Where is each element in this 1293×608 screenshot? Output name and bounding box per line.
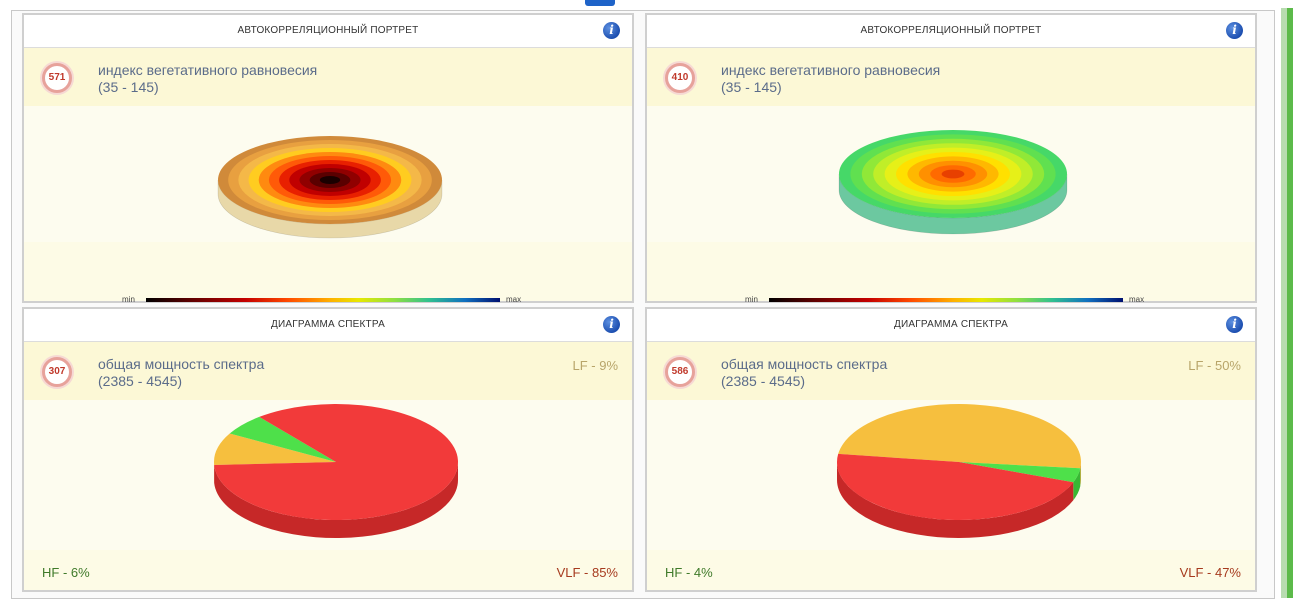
- scale-max-label: max: [506, 295, 522, 304]
- autocorrelation-panel-2: АВТОКОРРЕЛЯЦИОННЫЙ ПОРТРЕТ i 410 индекс …: [645, 13, 1257, 304]
- value-badge: 586: [665, 357, 695, 387]
- pie-side-lf: [1080, 462, 1081, 487]
- pie-slice-vlf: [214, 404, 458, 520]
- info-icon[interactable]: i: [603, 316, 620, 333]
- panel-header: ДИАГРАММА СПЕКТРА i: [647, 309, 1255, 342]
- metric-range: (35 - 145): [721, 79, 782, 95]
- top-bar: [0, 0, 1293, 10]
- metric-range: (2385 - 4545): [721, 373, 806, 389]
- scale-min-label: min: [122, 295, 135, 304]
- vlf-label: VLF - 47%: [1179, 565, 1241, 580]
- spectrum-pie-chart: [837, 404, 1081, 538]
- panel-header: АВТОКОРРЕЛЯЦИОННЫЙ ПОРТРЕТ i: [24, 15, 632, 48]
- hf-label: HF - 6%: [42, 565, 90, 580]
- spectrum-panel-1: ДИАГРАММА СПЕКТРА i 307 общая мощность с…: [22, 307, 634, 592]
- info-icon[interactable]: i: [1226, 316, 1243, 333]
- panel-title: АВТОКОРРЕЛЯЦИОННЫЙ ПОРТРЕТ: [860, 25, 1042, 36]
- pie-slice-hf: [229, 416, 336, 462]
- metric-range: (2385 - 4545): [98, 373, 183, 389]
- disc-ring: [941, 169, 965, 179]
- metric-name: общая мощность спектра: [98, 356, 265, 372]
- pie-slice-hf: [959, 462, 1081, 483]
- metric-name: индекс вегетативного равновесия: [98, 62, 318, 78]
- lf-label: LF - 50%: [1188, 358, 1241, 373]
- autocorrelation-panel-1: АВТОКОРРЕЛЯЦИОННЫЙ ПОРТРЕТ i 571 индекс …: [22, 13, 634, 304]
- value-badge: 307: [42, 357, 72, 387]
- metric-range: (35 - 145): [98, 79, 159, 95]
- panel-body: 571 индекс вегетативного равновесия (35 …: [24, 48, 632, 304]
- info-icon[interactable]: i: [603, 22, 620, 39]
- header-band: [647, 48, 1255, 106]
- metric-name: общая мощность спектра: [721, 356, 888, 372]
- disc-ring: [319, 176, 341, 184]
- metric-name: индекс вегетативного равновесия: [721, 62, 941, 78]
- top-accent: [585, 0, 615, 6]
- pie-side-vlf: [837, 462, 1074, 538]
- info-icon[interactable]: i: [1226, 22, 1243, 39]
- color-scale: [146, 298, 500, 302]
- value-badge: 571: [42, 63, 72, 93]
- pie-slice-lf: [213, 433, 336, 466]
- scale-min-label: min: [745, 295, 758, 304]
- panel-title: ДИАГРАММА СПЕКТРА: [271, 319, 385, 330]
- value-badge: 410: [665, 63, 695, 93]
- dashboard: АВТОКОРРЕЛЯЦИОННЫЙ ПОРТРЕТ i 571 индекс …: [11, 10, 1275, 599]
- header-band: [24, 342, 632, 400]
- pie-side-hf: [1073, 468, 1081, 501]
- pie-slice-vlf: [837, 453, 1074, 520]
- vlf-label: VLF - 85%: [556, 565, 618, 580]
- scale-max-label: max: [1129, 295, 1145, 304]
- color-scale: [769, 298, 1123, 302]
- pie-slice-lf: [838, 404, 1081, 469]
- panel-body: 410 индекс вегетативного равновесия (35 …: [647, 48, 1255, 304]
- panel-header: АВТОКОРРЕЛЯЦИОННЫЙ ПОРТРЕТ i: [647, 15, 1255, 48]
- panel-header: ДИАГРАММА СПЕКТРА i: [24, 309, 632, 342]
- panel-title: АВТОКОРРЕЛЯЦИОННЫЙ ПОРТРЕТ: [237, 25, 419, 36]
- lf-label: LF - 9%: [572, 358, 618, 373]
- panel-body: 586 общая мощность спектра (2385 - 4545)…: [647, 342, 1255, 590]
- spectrum-panel-2: ДИАГРАММА СПЕКТРА i 586 общая мощность с…: [645, 307, 1257, 592]
- panel-body: 307 общая мощность спектра (2385 - 4545)…: [24, 342, 632, 590]
- autocorrelation-disc: [217, 136, 443, 239]
- pie-side-vlf: [214, 462, 458, 538]
- header-band: [647, 342, 1255, 400]
- right-scroll-stripe: [1281, 8, 1293, 598]
- panel-title: ДИАГРАММА СПЕКТРА: [894, 319, 1008, 330]
- autocorrelation-disc: [838, 130, 1068, 235]
- spectrum-pie-chart: [213, 404, 458, 538]
- header-band: [24, 48, 632, 106]
- hf-label: HF - 4%: [665, 565, 713, 580]
